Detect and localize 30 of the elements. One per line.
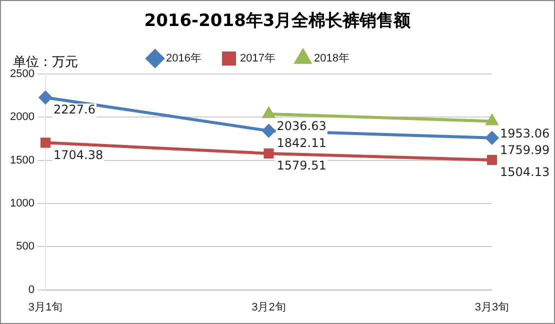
data-label: 1759.99 [500,143,550,158]
data-label: 1504.13 [500,165,550,180]
data-label: 2036.63 [276,119,326,134]
legend-label: 2016年 [166,52,202,65]
chart-title: 2016-2018年3月全棉长裤销售额 [143,10,412,32]
point [262,124,276,138]
x-tick-label: 3月3旬 [474,301,510,314]
point [38,91,52,104]
x-tick-label: 3月1旬 [28,301,63,314]
point [262,108,275,118]
y-axis-title: 单位：万元 [13,54,78,70]
y-tick-label: 500 [16,240,34,253]
point [486,154,498,165]
data-label: 1704.38 [53,148,104,162]
point [264,148,274,158]
data-label: 2227.6 [53,102,96,117]
y-tick-label: 0 [28,284,34,296]
point [40,138,51,148]
y-tick-label: 2500 [10,68,34,80]
y-tick-label: 1000 [10,198,34,210]
point [486,131,498,144]
y-tick-label: 1500 [10,154,34,166]
data-label: 1953.06 [500,126,550,140]
x-tick-label: 3月2旬 [252,301,286,314]
y-tick-label: 2000 [10,111,34,124]
legend-label: 2018年 [314,52,350,65]
data-label: 1579.51 [276,158,326,173]
legend-label: 2017年 [240,52,276,65]
data-label: 1842.11 [276,136,326,150]
point [486,114,498,126]
